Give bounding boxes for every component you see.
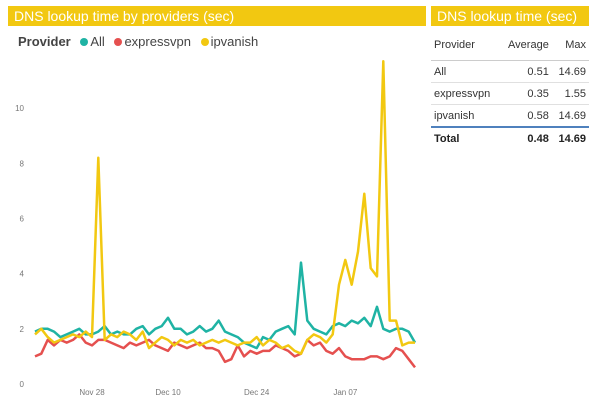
cell-provider: All bbox=[431, 60, 500, 83]
header-provider[interactable]: Provider bbox=[431, 30, 500, 61]
legend-item-all[interactable]: All bbox=[90, 34, 105, 49]
y-tick-label: 6 bbox=[20, 215, 25, 224]
cell-average: 0.35 bbox=[500, 82, 552, 105]
legend-item-ipvanish[interactable]: ipvanish bbox=[210, 34, 259, 49]
cell-max: 1.55 bbox=[551, 82, 589, 105]
series-line-expressvpn[interactable] bbox=[34, 333, 416, 369]
y-tick-label: 10 bbox=[15, 104, 24, 113]
series-line-ipvanish[interactable] bbox=[34, 60, 415, 355]
table-row[interactable]: All 0.51 14.69 bbox=[431, 60, 589, 83]
x-tick-label: Dec 24 bbox=[244, 388, 270, 397]
legend-dot-all bbox=[80, 38, 89, 46]
chart-panel: DNS lookup time by providers (sec) Provi… bbox=[8, 6, 426, 400]
x-tick-label: Dec 10 bbox=[155, 388, 181, 397]
legend-dot-ipvanish bbox=[200, 38, 209, 46]
table-row[interactable]: ipvanish 0.58 14.69 bbox=[431, 104, 589, 128]
y-tick-label: 4 bbox=[20, 270, 25, 279]
y-tick-label: 0 bbox=[20, 380, 25, 389]
legend-title: Provider bbox=[18, 34, 71, 49]
legend-item-expressvpn[interactable]: expressvpn bbox=[124, 34, 191, 49]
cell-average: 0.51 bbox=[500, 60, 552, 83]
total-average: 0.48 bbox=[527, 132, 549, 145]
table-total-row: Total 0.48 14.69 bbox=[431, 127, 589, 149]
total-max: 14.69 bbox=[558, 132, 586, 145]
table-header-row: Provider Average Max bbox=[431, 30, 589, 61]
cell-average: 0.58 bbox=[500, 104, 552, 128]
table-row[interactable]: expressvpn 0.35 1.55 bbox=[431, 82, 589, 105]
summary-table: Provider Average Max All 0.51 14.69 expr… bbox=[431, 30, 589, 149]
legend-dot-expressvpn bbox=[114, 38, 123, 46]
cell-provider: ipvanish bbox=[431, 104, 500, 128]
x-tick-label: Jan 07 bbox=[333, 388, 358, 397]
cell-max: 14.69 bbox=[551, 104, 589, 128]
header-average[interactable]: Average bbox=[500, 30, 552, 61]
chart-title: DNS lookup time by providers (sec) bbox=[8, 6, 426, 26]
cell-provider: expressvpn bbox=[431, 82, 500, 105]
legend: Provider All expressvpn ipvanish bbox=[18, 34, 258, 49]
line-chart: 0 2 4 6 8 10 Nov 28 Dec 10 Dec 24 Jan 07 bbox=[15, 60, 417, 397]
y-tick-label: 2 bbox=[20, 325, 25, 334]
cell-max: 14.69 bbox=[551, 60, 589, 83]
x-tick-label: Nov 28 bbox=[79, 388, 105, 397]
y-tick-label: 8 bbox=[20, 159, 25, 168]
table-title: DNS lookup time (sec) bbox=[431, 6, 589, 26]
header-max[interactable]: Max bbox=[551, 30, 589, 61]
total-label: Total bbox=[434, 132, 460, 145]
series-line-All[interactable] bbox=[34, 261, 417, 350]
